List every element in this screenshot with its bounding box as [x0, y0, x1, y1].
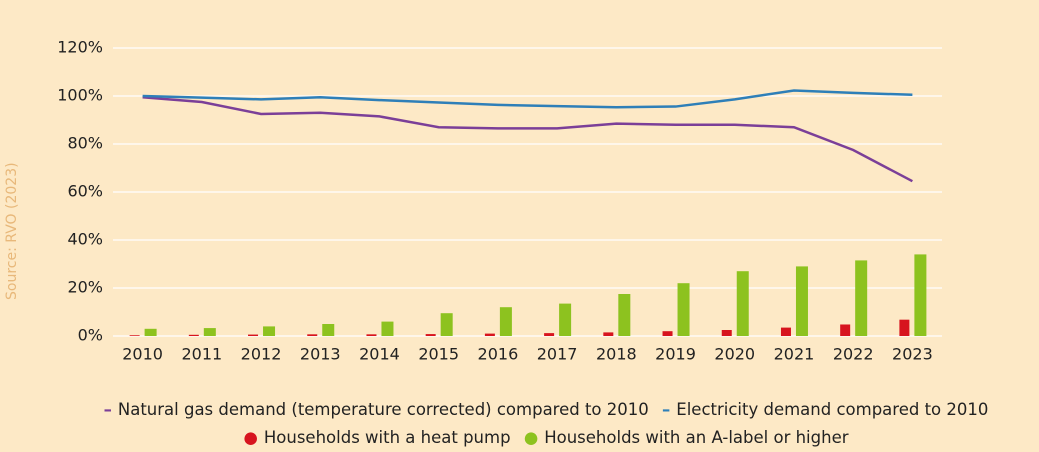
legend-label: Households with a heat pump	[263, 428, 511, 447]
bar	[129, 335, 140, 336]
legend-label: Households with an A-label or higher	[544, 428, 849, 447]
bar	[899, 319, 910, 336]
bar	[662, 331, 673, 336]
line	[142, 89, 913, 109]
bar	[381, 321, 394, 336]
legend-item: – Electricity demand compared to 2010	[662, 400, 988, 419]
x-tick-label: 2016	[478, 345, 519, 364]
y-tick-label: 0%	[78, 326, 103, 345]
y-tick-label: 120%	[57, 38, 103, 57]
bar	[440, 313, 453, 336]
y-tick-label: 20%	[67, 278, 103, 297]
x-tick-label: 2020	[714, 345, 755, 364]
legend: – Natural gas demand (temperature correct…	[70, 396, 1030, 452]
y-tick-label: 80%	[67, 134, 103, 153]
bar	[603, 332, 614, 336]
x-tick-label: 2017	[537, 345, 578, 364]
legend-item: ● Households with an A-label or higher	[524, 428, 849, 447]
bar	[855, 260, 868, 336]
bar	[736, 271, 749, 336]
source-note: Source: RVO (2023)	[4, 162, 20, 300]
bar	[544, 333, 555, 336]
y-tick-label: 100%	[57, 86, 103, 105]
x-tick-label: 2011	[181, 345, 222, 364]
bar	[366, 334, 377, 336]
bar	[322, 324, 335, 336]
x-tick-label: 2014	[359, 345, 400, 364]
bar	[914, 254, 927, 336]
bar	[307, 334, 318, 336]
x-tick-label: 2012	[241, 345, 282, 364]
bar	[721, 330, 732, 336]
bar	[425, 334, 436, 336]
bar	[203, 328, 216, 336]
bar	[188, 334, 199, 336]
chart: Source: RVO (2023) 0% 20% 40% 60% 80% 100% 120…	[4, 38, 942, 364]
y-tick-label: 60%	[67, 182, 103, 201]
x-tick-label: 2023	[892, 345, 933, 364]
bar	[795, 266, 808, 336]
x-tick-label: 2018	[596, 345, 637, 364]
legend-key: ●	[243, 428, 258, 447]
legend-key: ●	[523, 428, 539, 447]
bar	[559, 303, 572, 336]
page: {"chart_data": {"type": "bar", "source":…	[4, 37, 989, 447]
legend-key: –	[103, 400, 112, 419]
bar	[780, 327, 791, 336]
bar	[263, 326, 276, 336]
x-tick-label: 2010	[122, 345, 163, 364]
bar	[677, 283, 690, 336]
bar	[499, 307, 512, 336]
x-tick-label: 2015	[418, 345, 459, 364]
legend-key: –	[662, 400, 671, 419]
x-tick-label: 2013	[300, 345, 341, 364]
bar	[144, 328, 157, 336]
legend-item: – Natural gas demand (temperature correct…	[104, 400, 649, 419]
x-tick-label: 2021	[774, 345, 815, 364]
bar	[618, 294, 631, 336]
y-tick-label: 40%	[67, 230, 103, 249]
x-tick-label: 2019	[655, 345, 696, 364]
x-tick-label: 2022	[833, 345, 874, 364]
legend-label: Natural gas demand (temperature correcte…	[117, 400, 649, 419]
bar	[484, 333, 495, 336]
legend-label: Electricity demand compared to 2010	[676, 400, 989, 419]
bar	[840, 324, 851, 336]
legend-item: ● Households with a heat pump	[243, 428, 510, 447]
line	[142, 95, 913, 183]
bar	[248, 334, 259, 336]
